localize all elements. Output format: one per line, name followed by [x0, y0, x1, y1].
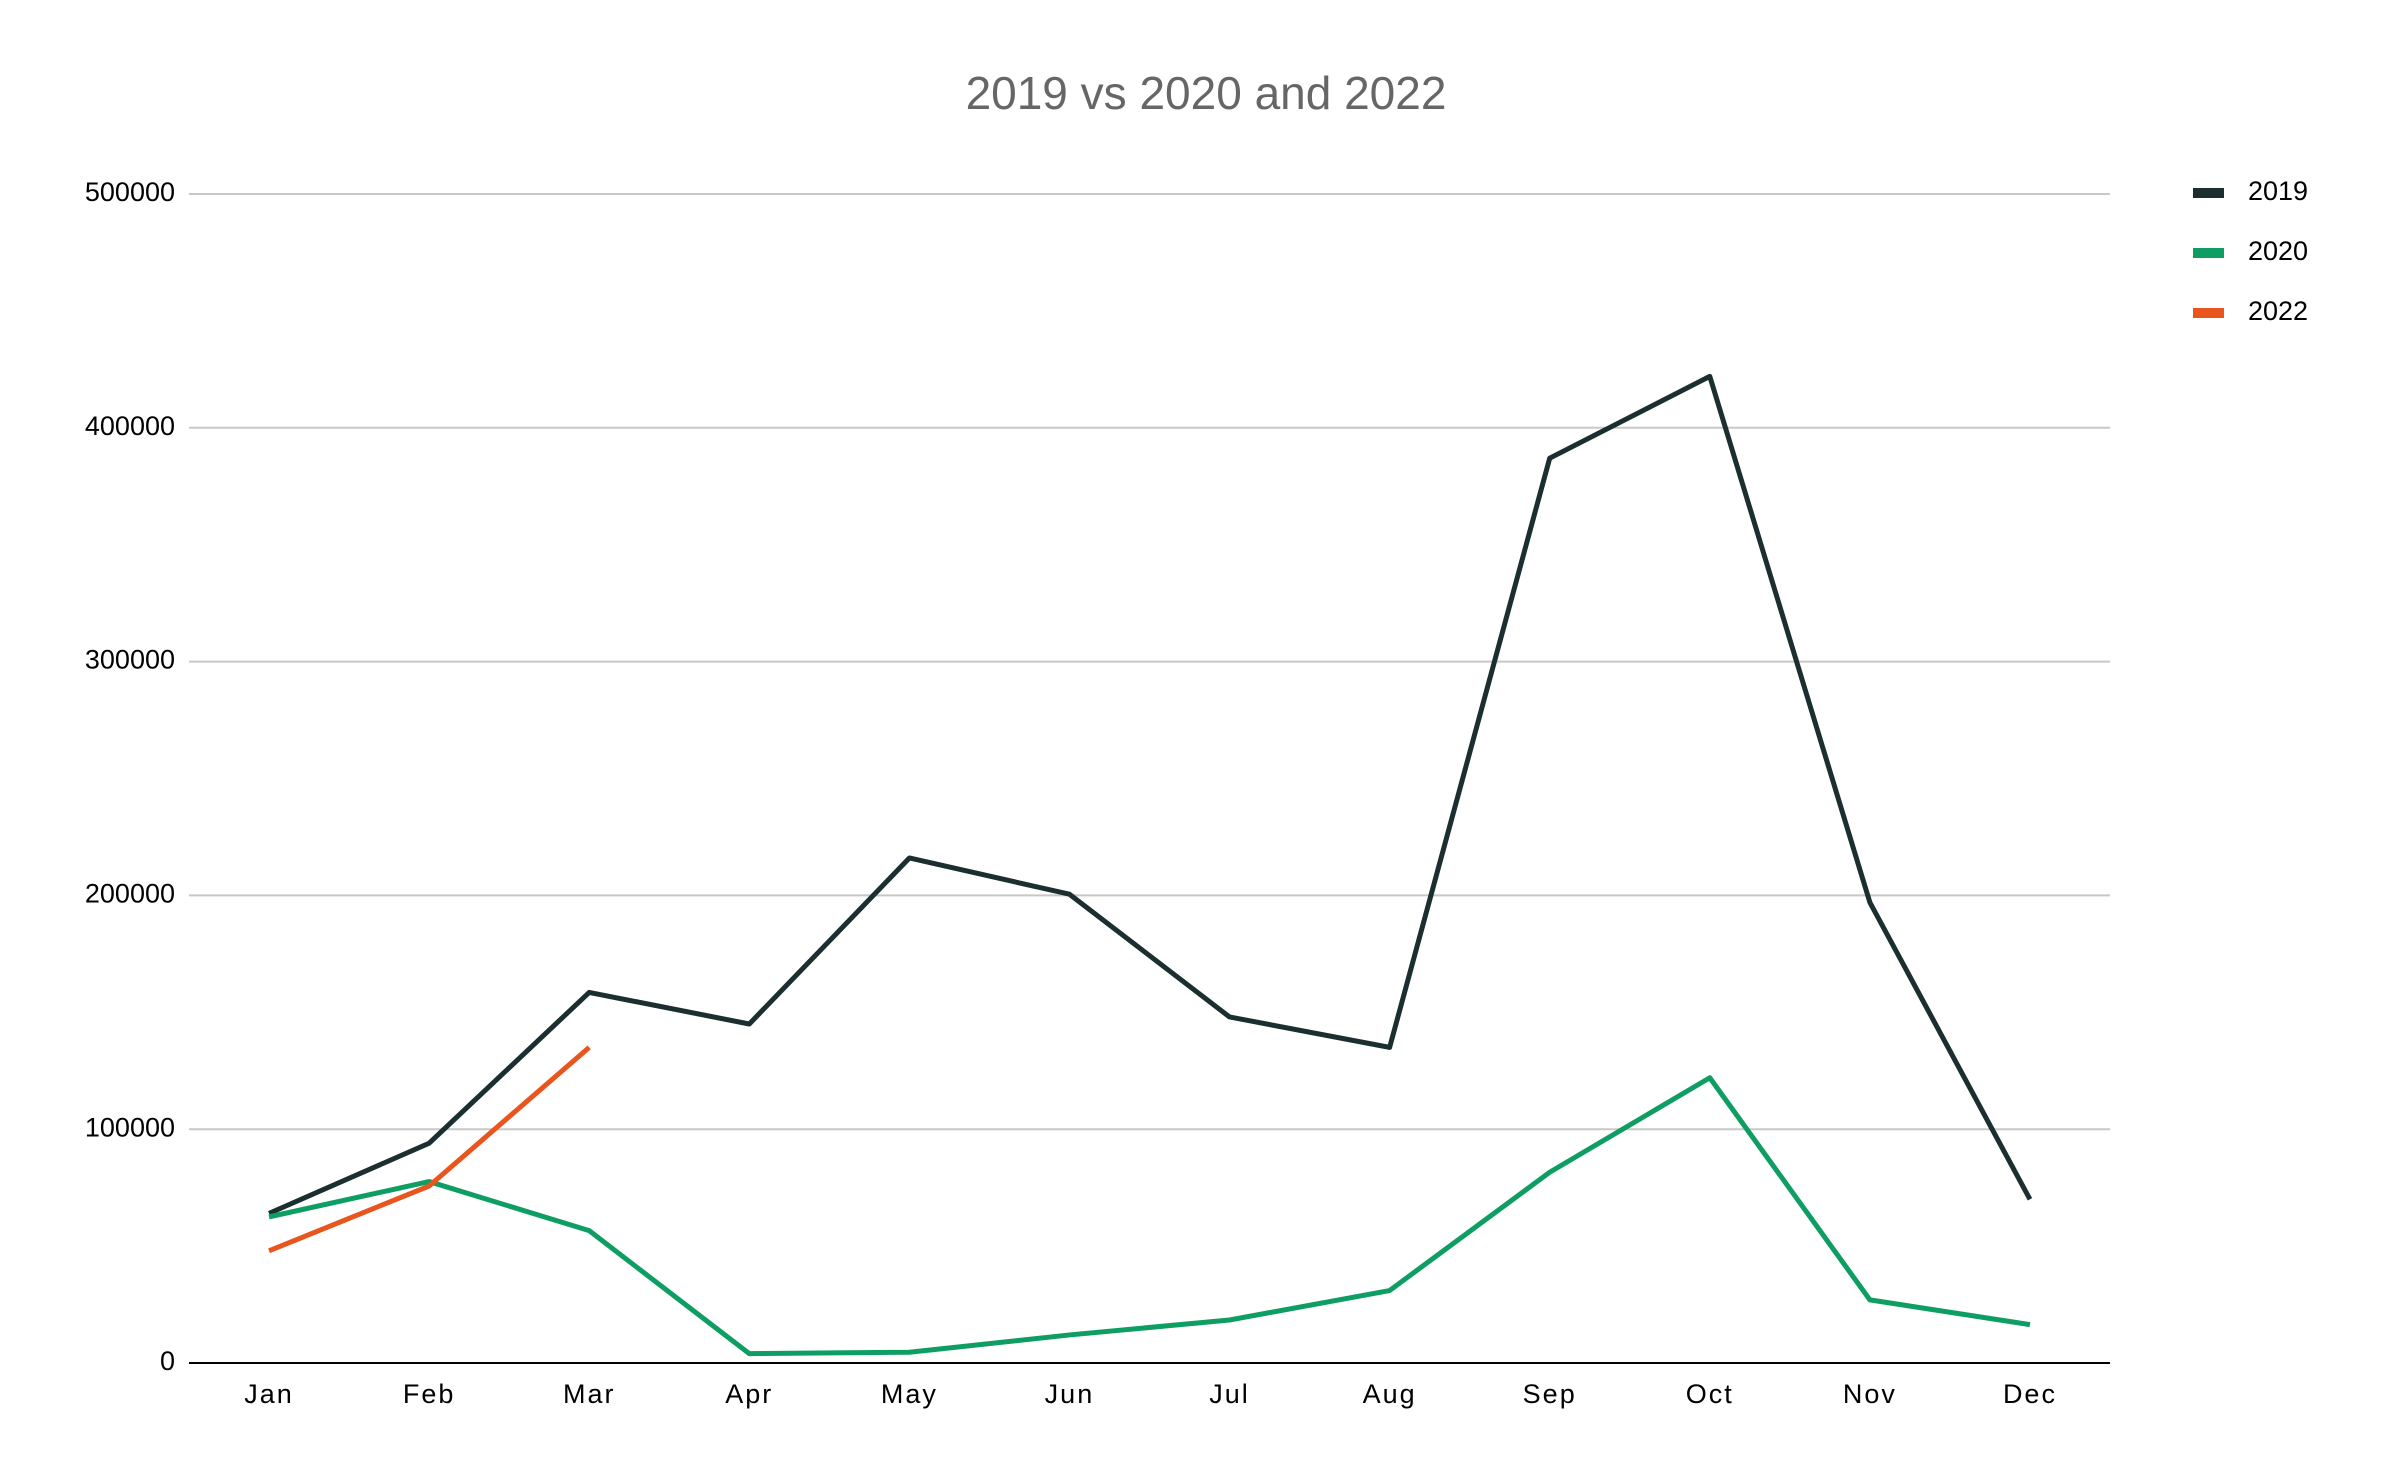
legend-swatch — [2193, 308, 2224, 318]
x-tick-label: May — [881, 1379, 938, 1409]
y-tick-label: 200000 — [85, 879, 175, 909]
x-tick-label: Jan — [244, 1379, 294, 1409]
x-tick-label: Jun — [1045, 1379, 1095, 1409]
y-tick-label: 500000 — [85, 177, 175, 207]
y-tick-label: 400000 — [85, 411, 175, 441]
y-tick-label: 300000 — [85, 645, 175, 675]
x-tick-label: Apr — [725, 1379, 773, 1409]
x-tick-label: Jul — [1209, 1379, 1250, 1409]
x-tick-label: Sep — [1523, 1379, 1577, 1409]
legend-swatch — [2193, 188, 2224, 198]
x-tick-label: Feb — [403, 1379, 456, 1409]
x-tick-label: Nov — [1843, 1379, 1897, 1409]
x-tick-label: Aug — [1363, 1379, 1417, 1409]
line — [268, 373, 2033, 1216]
chart-title: 2019 vs 2020 and 2022 — [966, 67, 1447, 119]
y-tick-label: 100000 — [85, 1112, 175, 1142]
legend-swatch — [2193, 248, 2224, 258]
x-tick-label: Mar — [563, 1379, 616, 1409]
x-tick-label: Dec — [2003, 1379, 2057, 1409]
legend-label: 2020 — [2248, 236, 2308, 266]
x-tick-label: Oct — [1686, 1379, 1734, 1409]
legend-label: 2019 — [2248, 176, 2308, 206]
line — [268, 1045, 591, 1254]
line — [268, 1075, 2031, 1357]
y-tick-label: 0 — [160, 1346, 175, 1376]
legend-label: 2022 — [2248, 296, 2308, 326]
